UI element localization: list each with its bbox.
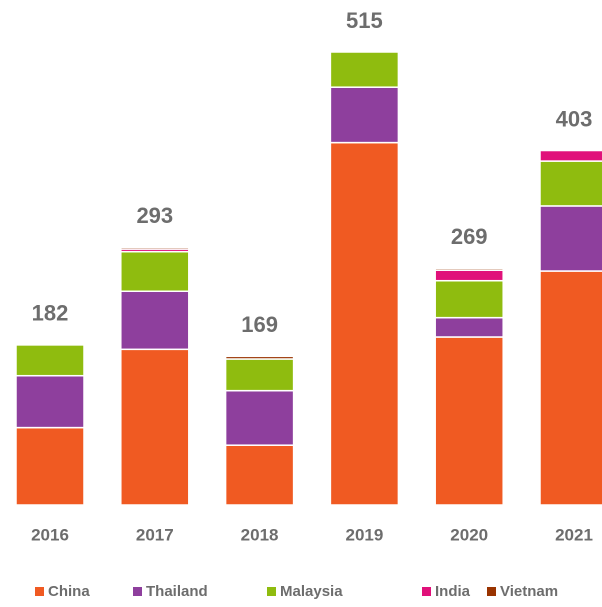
total-label: 515 [346, 8, 383, 33]
total-label: 293 [136, 203, 173, 228]
total-label: 182 [32, 301, 69, 326]
legend-label: Vietnam [500, 583, 558, 600]
legend-swatch [133, 587, 142, 596]
bar-segment [224, 444, 295, 506]
total-label: 403 [556, 106, 593, 131]
bar-segment [434, 336, 504, 506]
legend-label: China [48, 583, 90, 600]
x-tick-label: 2020 [450, 525, 488, 544]
bar-segment [329, 51, 400, 88]
x-tick-label: 2017 [136, 525, 174, 544]
legend-label: Malaysia [280, 583, 343, 600]
total-label: 269 [451, 224, 488, 249]
bar-segment [434, 267, 504, 271]
legend-swatch [422, 587, 431, 596]
x-tick-label: 2021 [555, 525, 593, 544]
bar-segment [15, 374, 85, 429]
bar-segment [120, 246, 190, 250]
legend-swatch [267, 587, 276, 596]
bar-segment [434, 269, 504, 282]
bar-segment [120, 348, 190, 506]
bar-segment [15, 344, 85, 377]
bar-segment [539, 205, 602, 272]
legend-swatch [35, 587, 44, 596]
total-label: 169 [241, 312, 278, 337]
x-tick-label: 2016 [31, 525, 69, 544]
bar-segment [120, 250, 190, 293]
x-tick-label: 2018 [241, 525, 279, 544]
legend-label: Thailand [146, 583, 208, 600]
legend-swatch [487, 587, 496, 596]
bar-segment [329, 86, 400, 144]
bar-segment [224, 358, 295, 392]
bar-segment [539, 149, 602, 162]
legend-label: India [435, 583, 471, 600]
bar-segment [539, 270, 602, 506]
bar-segment [329, 141, 400, 506]
bar-segment [15, 426, 85, 506]
bar-segment [539, 160, 602, 207]
bar-segment [434, 279, 504, 319]
bar-segment [434, 316, 504, 338]
bar-segment [224, 355, 295, 360]
x-tick-label: 2019 [345, 525, 383, 544]
bar-segment [224, 389, 295, 446]
bar-segment [120, 290, 190, 351]
